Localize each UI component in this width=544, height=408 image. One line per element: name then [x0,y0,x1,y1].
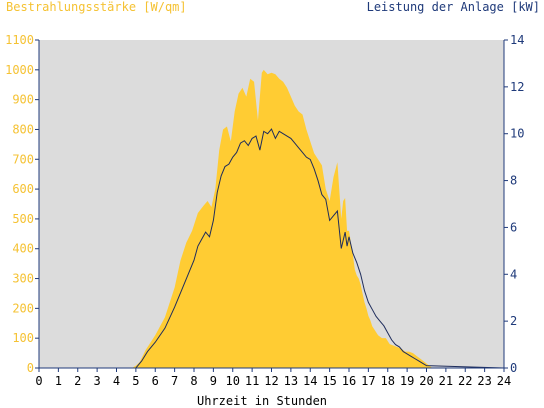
right-tick-label: 14 [510,33,524,47]
x-tick-label: 15 [322,374,336,388]
x-tick-label: 0 [35,374,42,388]
right-tick-label: 0 [510,361,517,375]
x-axis-ticks: 0 1 2 3 4 5 6 7 8 9 10 11 12 13 14 15 16 17 18 19 20 21 22 23 24 [35,368,511,388]
x-tick-label: 2 [74,374,81,388]
left-tick-label: 0 [27,361,34,375]
right-axis-title: Leistung der Anlage [kW] [367,0,540,14]
x-tick-label: 7 [171,374,178,388]
x-tick-label: 3 [94,374,101,388]
left-axis-title: Bestrahlungsstärke [W/qm] [6,0,187,14]
x-tick-label: 22 [458,374,472,388]
left-tick-label: 1000 [5,63,34,77]
x-tick-label: 24 [497,374,511,388]
x-tick-label: 21 [439,374,453,388]
left-axis-ticks: 0 100 200 300 400 500 600 700 800 900 1000 1100 [5,33,39,375]
x-tick-label: 4 [113,374,120,388]
right-tick-label: 12 [510,80,524,94]
left-tick-label: 100 [12,331,34,345]
left-tick-label: 200 [12,301,34,315]
x-tick-label: 19 [400,374,414,388]
x-tick-label: 9 [210,374,217,388]
x-tick-label: 6 [152,374,159,388]
x-tick-label: 13 [284,374,298,388]
x-tick-label: 17 [361,374,375,388]
power-series [39,128,505,369]
x-axis-title: Uhrzeit in Stunden [197,394,327,408]
x-tick-label: 12 [264,374,278,388]
x-tick-label: 14 [303,374,317,388]
x-tick-label: 16 [342,374,356,388]
x-tick-label: 1 [55,374,62,388]
right-tick-label: 4 [510,267,517,281]
left-tick-label: 600 [12,182,34,196]
x-tick-label: 23 [477,374,491,388]
x-tick-label: 18 [381,374,395,388]
right-axis-ticks: 0 2 4 6 8 10 12 14 [504,33,524,375]
left-tick-label: 800 [12,122,34,136]
irradiance-area [39,69,504,368]
x-tick-label: 10 [226,374,240,388]
right-tick-label: 10 [510,127,524,141]
power-line-path [39,128,505,369]
left-tick-label: 400 [12,242,34,256]
left-tick-label: 300 [12,272,34,286]
right-tick-label: 2 [510,314,517,328]
x-tick-label: 11 [245,374,259,388]
left-tick-label: 900 [12,93,34,107]
x-tick-label: 5 [132,374,139,388]
left-tick-label: 500 [12,212,34,226]
x-tick-label: 8 [190,374,197,388]
left-tick-label: 700 [12,152,34,166]
right-tick-label: 8 [510,174,517,188]
x-tick-label: 20 [419,374,433,388]
left-tick-label: 1100 [5,33,34,47]
right-tick-label: 6 [510,220,517,234]
irradiance-area-path [39,69,504,368]
